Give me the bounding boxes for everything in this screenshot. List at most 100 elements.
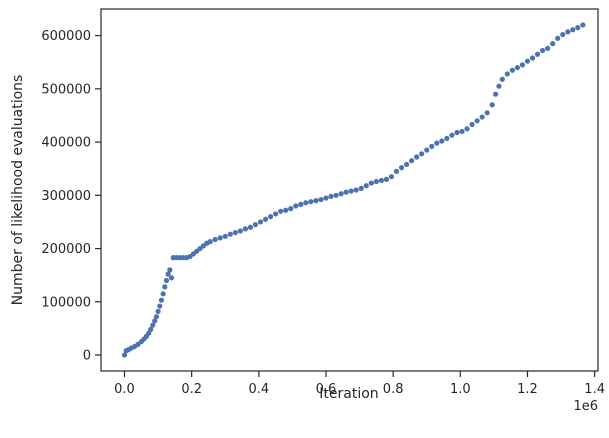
data-point bbox=[570, 27, 576, 33]
data-point bbox=[393, 168, 400, 174]
plot-frame bbox=[100, 8, 599, 372]
data-point bbox=[529, 55, 536, 61]
x-offset-label: 1e6 bbox=[573, 399, 598, 414]
data-point bbox=[278, 208, 284, 214]
data-point bbox=[163, 277, 170, 284]
x-tick-label: 1.4 bbox=[584, 382, 605, 397]
data-point bbox=[318, 196, 324, 203]
data-point bbox=[343, 189, 349, 195]
data-point bbox=[252, 222, 259, 228]
x-tick-label: 1.0 bbox=[450, 382, 471, 397]
data-point bbox=[150, 322, 156, 328]
x-tick-label: 0.8 bbox=[383, 382, 404, 397]
data-point bbox=[504, 71, 510, 77]
data-point bbox=[575, 25, 581, 31]
data-point bbox=[479, 114, 485, 120]
data-point bbox=[550, 41, 556, 47]
data-point bbox=[308, 199, 314, 205]
y-tick-label: 400000 bbox=[41, 136, 91, 151]
data-point bbox=[353, 187, 359, 193]
data-point bbox=[474, 118, 480, 124]
data-point bbox=[212, 236, 218, 243]
data-point bbox=[484, 110, 490, 116]
data-point bbox=[519, 62, 526, 68]
data-point bbox=[434, 140, 440, 146]
y-tick-label: 300000 bbox=[41, 189, 91, 204]
y-axis: 0 100000 200000 300000 400000 500000 600000 bbox=[41, 29, 101, 364]
data-point bbox=[298, 201, 304, 207]
data-point bbox=[534, 51, 541, 57]
data-point bbox=[429, 143, 435, 149]
x-tick-label: 0.4 bbox=[248, 382, 269, 397]
data-point bbox=[160, 291, 166, 297]
data-point bbox=[514, 64, 521, 71]
data-point bbox=[509, 67, 515, 73]
y-tick-label: 0 bbox=[83, 349, 91, 364]
data-point bbox=[409, 158, 415, 164]
data-point bbox=[560, 31, 566, 38]
data-point bbox=[227, 231, 233, 237]
data-point bbox=[545, 45, 551, 51]
x-tick-label: 0.6 bbox=[316, 382, 337, 397]
data-point bbox=[207, 239, 213, 245]
data-point bbox=[222, 233, 228, 239]
data-point bbox=[524, 58, 531, 64]
data-point bbox=[288, 206, 294, 212]
data-point bbox=[283, 207, 289, 213]
data-point bbox=[237, 228, 243, 234]
data-point bbox=[368, 180, 374, 186]
data-point bbox=[363, 183, 369, 189]
data-point bbox=[580, 22, 586, 28]
data-point bbox=[323, 195, 329, 201]
data-point bbox=[449, 132, 455, 138]
data-point bbox=[403, 161, 410, 168]
data-point bbox=[373, 178, 379, 185]
data-point bbox=[293, 203, 299, 209]
data-point bbox=[152, 318, 158, 324]
data-point bbox=[155, 308, 161, 314]
data-point bbox=[157, 303, 163, 309]
data-point bbox=[459, 128, 465, 135]
x-tick-label: 0.0 bbox=[114, 382, 135, 397]
data-point bbox=[469, 121, 475, 128]
data-point bbox=[454, 129, 460, 136]
data-point bbox=[303, 200, 309, 206]
data-point bbox=[267, 214, 274, 220]
x-tick-label: 1.2 bbox=[517, 382, 538, 397]
data-point bbox=[257, 219, 264, 225]
y-tick-label: 200000 bbox=[41, 242, 91, 257]
data-point bbox=[424, 147, 430, 153]
data-point bbox=[539, 47, 546, 54]
data-point bbox=[444, 135, 450, 141]
data-point bbox=[414, 154, 420, 160]
data-point bbox=[247, 224, 254, 230]
data-point bbox=[388, 174, 395, 180]
data-point bbox=[439, 138, 445, 144]
data-point bbox=[419, 151, 425, 157]
data-point bbox=[167, 267, 173, 273]
y-tick-label: 500000 bbox=[41, 82, 91, 97]
y-tick-label: 100000 bbox=[41, 295, 91, 310]
data-point bbox=[153, 314, 160, 320]
data-point bbox=[168, 275, 175, 281]
data-point bbox=[378, 177, 384, 184]
data-point bbox=[489, 102, 495, 108]
data-point bbox=[492, 91, 499, 97]
data-point bbox=[273, 211, 279, 217]
data-point bbox=[348, 188, 354, 194]
data-point bbox=[162, 284, 168, 290]
data-point bbox=[121, 352, 128, 358]
data-point bbox=[496, 83, 502, 89]
data-point bbox=[158, 297, 165, 303]
data-point bbox=[499, 76, 505, 82]
data-point bbox=[313, 198, 319, 204]
data-point bbox=[383, 176, 390, 182]
y-axis-label: Number of likelihood evaluations bbox=[10, 75, 26, 306]
data-point bbox=[242, 226, 248, 232]
data-point bbox=[565, 29, 571, 35]
x-axis-label: Iteration bbox=[319, 386, 378, 402]
data-points bbox=[121, 22, 586, 358]
data-point bbox=[555, 35, 561, 41]
data-point bbox=[338, 191, 344, 197]
